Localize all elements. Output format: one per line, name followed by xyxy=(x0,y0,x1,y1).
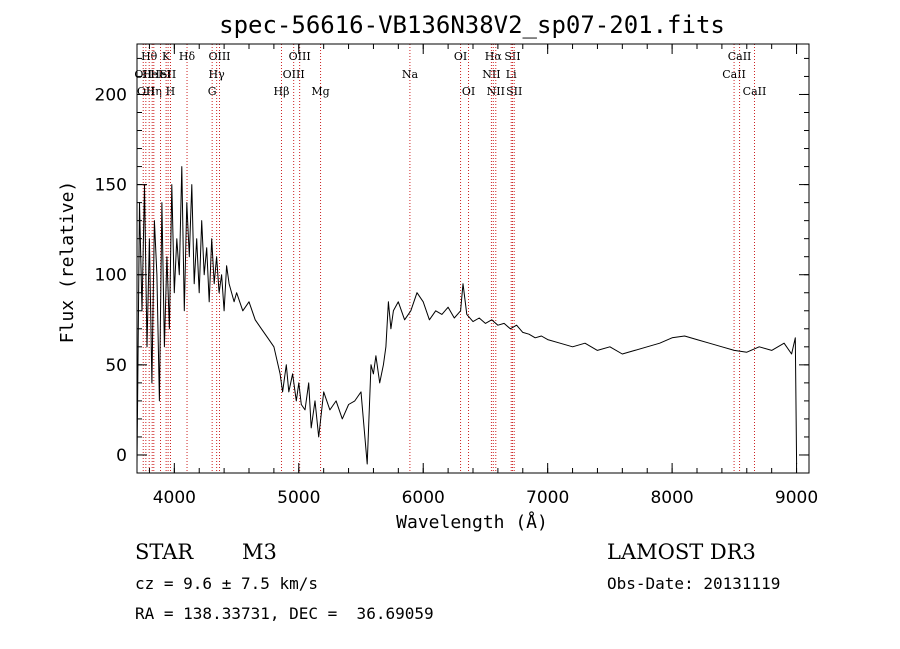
line-marker-label: G xyxy=(208,85,217,98)
line-marker-label: OII xyxy=(134,68,152,81)
line-marker-label: OIII xyxy=(283,68,305,81)
line-marker-label: SII xyxy=(504,50,520,63)
y-tick-label: 150 xyxy=(95,176,127,196)
line-marker-label: Hθ xyxy=(141,50,158,63)
observation-date: Obs-Date: 20131119 xyxy=(607,574,781,593)
x-tick-label: 5000 xyxy=(277,488,320,508)
line-marker-label: Mg xyxy=(311,85,329,98)
line-marker-label: K xyxy=(162,50,171,63)
line-marker-label: Li xyxy=(506,68,517,81)
x-tick-label: 4000 xyxy=(153,488,196,508)
survey-name: LAMOST DR3 xyxy=(607,540,756,564)
line-marker-label: Hγ xyxy=(209,68,226,81)
line-marker-label: Hα xyxy=(485,50,503,63)
x-axis-label: Wavelength (Å) xyxy=(396,511,548,533)
line-marker-label: Hη xyxy=(146,85,162,98)
x-tick-label: 7000 xyxy=(526,488,569,508)
line-marker-label: HeI xyxy=(142,68,162,81)
redshift-cz: cz = 9.6 ± 7.5 km/s xyxy=(135,574,319,593)
y-axis-label: Flux (relative) xyxy=(57,181,78,344)
object-class: STAR xyxy=(135,540,194,564)
line-marker-label: OI xyxy=(454,50,467,63)
object-subclass: M3 xyxy=(242,540,277,564)
spectrum-series xyxy=(136,166,798,465)
line-marker-label: OIII xyxy=(208,50,230,63)
plot-axes xyxy=(136,43,810,474)
line-marker-label: Na xyxy=(402,68,419,81)
line-marker-label: H xyxy=(166,85,176,98)
axis-ticks: 4000 5000 6000 7000 8000 9000 0 50 100 150 200 xyxy=(95,44,818,508)
line-marker-label: CaII xyxy=(722,68,746,81)
line-marker-label: CaII xyxy=(743,85,767,98)
line-marker-label: Hδ xyxy=(179,50,196,63)
spectrum-line xyxy=(136,166,798,465)
coordinates: RA = 138.33731, DEC = 36.69059 xyxy=(135,604,434,623)
line-marker-label: OI xyxy=(462,85,475,98)
line-marker-label: NII xyxy=(482,68,500,81)
y-tick-label: 50 xyxy=(105,356,127,376)
spectral-line-markers: OIIOIIHθHeIHηHeIKSIIHHδGHγOIIIHβOIIIOIII… xyxy=(134,44,766,473)
line-marker-label: CaII xyxy=(728,50,752,63)
line-marker-label: OIII xyxy=(289,50,311,63)
y-tick-label: 200 xyxy=(95,85,127,105)
line-marker-label: SII xyxy=(160,68,176,81)
line-marker-label: NII xyxy=(487,85,505,98)
x-tick-label: 6000 xyxy=(402,488,445,508)
chart-title: spec-56616-VB136N38V2_sp07-201.fits xyxy=(219,11,725,39)
line-marker-label: Hβ xyxy=(274,85,290,98)
plot-frame xyxy=(136,43,810,474)
y-tick-label: 0 xyxy=(116,446,127,466)
x-tick-label: 8000 xyxy=(650,488,693,508)
y-tick-label: 100 xyxy=(95,266,127,286)
line-marker-label: SII xyxy=(506,85,522,98)
x-tick-label: 9000 xyxy=(775,488,818,508)
